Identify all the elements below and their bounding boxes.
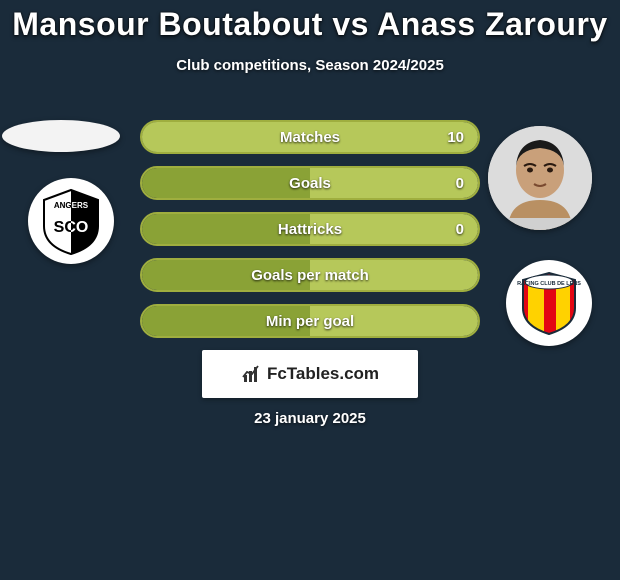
player2-club-crest: RACING CLUB DE LENS xyxy=(506,260,592,346)
svg-text:RACING CLUB DE LENS: RACING CLUB DE LENS xyxy=(517,281,581,287)
player1-avatar xyxy=(2,120,120,152)
comparison-card: Mansour Boutabout vs Anass Zaroury Club … xyxy=(0,0,620,580)
angers-sco-badge-icon: ANGERS SCO xyxy=(36,186,106,256)
stat-label: Hattricks xyxy=(278,221,342,238)
player2-photo-icon xyxy=(488,126,592,230)
player1-club-crest: ANGERS SCO xyxy=(28,178,114,264)
stat-row: Hattricks 0 xyxy=(140,212,480,246)
stat-fill-left xyxy=(142,168,310,198)
stat-row: Matches 10 xyxy=(140,120,480,154)
player2-avatar xyxy=(488,126,592,230)
date-text: 23 january 2025 xyxy=(0,410,620,427)
stat-fill-right xyxy=(310,168,478,198)
svg-text:ANGERS: ANGERS xyxy=(54,201,89,210)
stats-list: Matches 10 Goals 0 Hattricks 0 Goals per match… xyxy=(140,120,480,350)
stat-label: Goals per match xyxy=(251,267,369,284)
stat-row: Min per goal xyxy=(140,304,480,338)
stat-value-right: 10 xyxy=(447,129,464,146)
stat-value-right: 0 xyxy=(456,221,464,238)
stat-value-right: 0 xyxy=(456,175,464,192)
chart-icon xyxy=(241,363,263,385)
page-title: Mansour Boutabout vs Anass Zaroury xyxy=(0,0,620,43)
stat-label: Goals xyxy=(289,175,331,192)
stat-row: Goals 0 xyxy=(140,166,480,200)
stat-row: Goals per match xyxy=(140,258,480,292)
stat-label: Min per goal xyxy=(266,313,354,330)
rc-lens-badge-icon: RACING CLUB DE LENS xyxy=(514,268,584,338)
brand-box[interactable]: FcTables.com xyxy=(202,350,418,398)
stat-label: Matches xyxy=(280,129,340,146)
subtitle: Club competitions, Season 2024/2025 xyxy=(0,57,620,74)
brand-text: FcTables.com xyxy=(267,364,379,384)
svg-text:SCO: SCO xyxy=(54,219,89,236)
